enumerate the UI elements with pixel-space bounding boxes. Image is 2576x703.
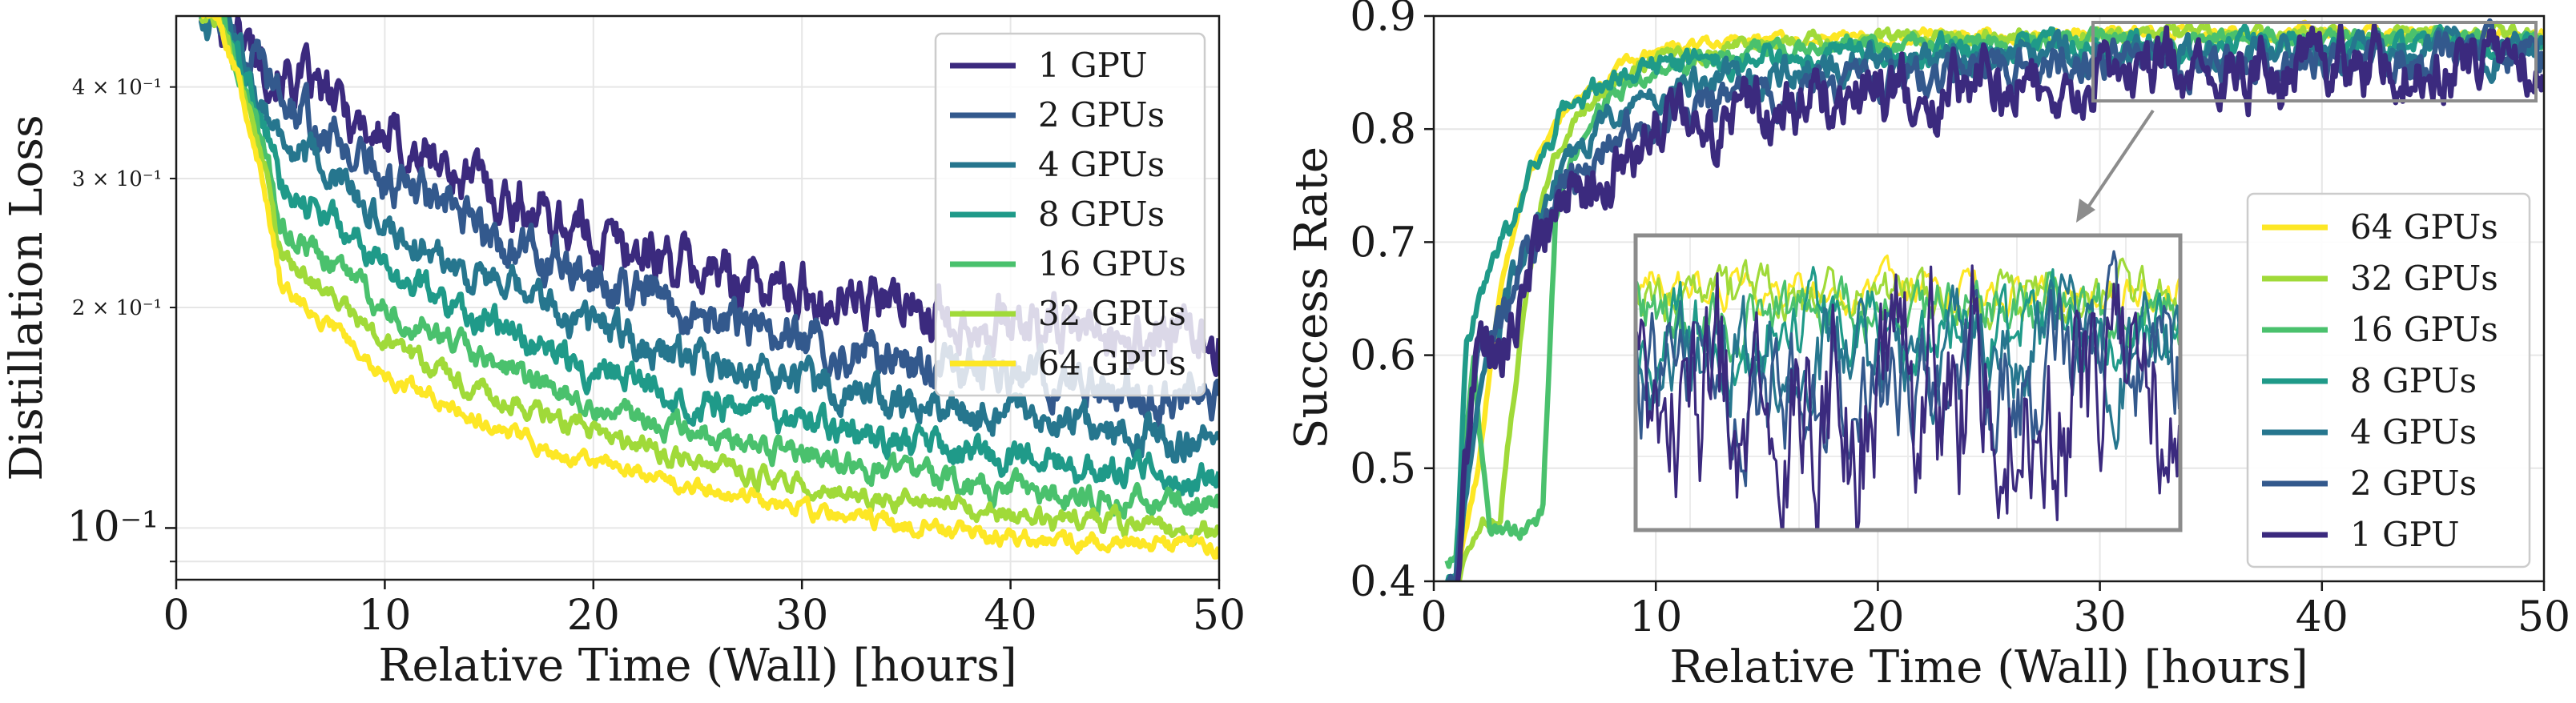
success-x-tick-label: 40 (2296, 593, 2349, 641)
loss-y-minor-tick-label: 4 × 10⁻¹ (72, 76, 162, 100)
loss-series-line-6 (199, 16, 1219, 546)
loss-legend-box (934, 32, 1206, 397)
success-legend-label: 8 GPUs (2350, 361, 2477, 400)
success-x-tick-label: 10 (1629, 593, 1682, 641)
success-x-tick-label: 0 (1420, 593, 1447, 641)
success-x-tick-label: 50 (2518, 593, 2570, 641)
loss-legend-label: 64 GPUs (1038, 343, 1186, 383)
zoom-arrow-shaft (2086, 109, 2155, 210)
success-y-tick-label: 0.9 (1350, 0, 1416, 41)
loss-legend[interactable]: 1 GPU 2 GPUs 4 GPUs 8 GPUs 16 GPUs 32 GPUs 64 … (934, 32, 1206, 397)
success-series-lines (1444, 18, 2544, 581)
success-legend-label: 1 GPU (2350, 515, 2460, 554)
loss-chart-panel: 0 10 20 30 40 50 10⁻¹ 2 × 10⁻¹ 3 × 10⁻¹ 4 × 10⁻¹… (1, 14, 1246, 692)
success-x-tick-label: 30 (2074, 593, 2127, 641)
inset-series-line-2 (1636, 257, 2180, 331)
success-x-ticks: 0 10 20 30 40 50 (1420, 581, 2570, 641)
loss-x-tick-label: 10 (358, 592, 411, 640)
success-y-tick-label: 0.6 (1350, 332, 1416, 380)
loss-legend-label: 2 GPUs (1038, 95, 1165, 135)
loss-legend-label: 16 GPUs (1038, 244, 1186, 283)
loss-x-ticks: 0 10 20 30 40 50 (163, 580, 1246, 640)
loss-series-line-3 (199, 16, 1219, 464)
inset-frame (1633, 233, 2183, 532)
inset-zoom-plot (1633, 233, 2183, 532)
loss-series-line-5 (199, 16, 1219, 520)
success-legend-label: 16 GPUs (2350, 310, 2498, 349)
success-legend-label: 2 GPUs (2350, 464, 2477, 503)
loss-series-line-4 (199, 16, 1219, 498)
loss-series-line-2 (198, 16, 1219, 428)
success-y-axis-title: Success Rate (1286, 147, 1338, 449)
loss-plot-frame (175, 14, 1221, 581)
success-y-tick-label: 0.5 (1350, 445, 1416, 493)
loss-x-tick-label: 40 (984, 592, 1037, 640)
success-plot-frame (1432, 14, 2546, 583)
loss-y-minor-tick-label: 2 × 10⁻¹ (72, 296, 162, 320)
success-x-axis-title: Relative Time (Wall) [hours] (1669, 641, 2308, 693)
loss-y-axis-title: Distillation Loss (1, 114, 53, 481)
loss-x-tick-label: 20 (567, 592, 620, 640)
zoom-arrow-head (2076, 199, 2095, 223)
loss-legend-label: 32 GPUs (1038, 294, 1186, 333)
loss-x-tick-label: 50 (1193, 592, 1246, 640)
loss-y-minor-tick-label: 3 × 10⁻¹ (72, 167, 162, 191)
success-series-line-7 (1455, 22, 2544, 581)
loss-y-tick-label: 10⁻¹ (67, 503, 159, 551)
loss-x-axis-title: Relative Time (Wall) [hours] (378, 640, 1016, 692)
loss-y-ticks: 10⁻¹ 2 × 10⁻¹ 3 × 10⁻¹ 4 × 10⁻¹ (67, 76, 176, 563)
success-y-tick-label: 0.7 (1350, 219, 1416, 267)
success-y-ticks: 0.4 0.5 0.6 0.7 0.8 0.9 (1350, 0, 1434, 606)
zoom-region-box (2091, 21, 2538, 102)
loss-x-tick-label: 30 (775, 592, 828, 640)
success-legend-label: 64 GPUs (2350, 207, 2498, 247)
success-y-tick-label: 0.8 (1350, 106, 1416, 154)
success-legend-label: 32 GPUs (2350, 259, 2498, 298)
success-legend[interactable]: 64 GPUs 32 GPUs 16 GPUs 8 GPUs 4 GPUs 2 GPUs 1… (2246, 192, 2531, 568)
inset-series-line-7 (1636, 264, 2180, 530)
success-legend-label: 4 GPUs (2350, 412, 2477, 452)
success-x-tick-label: 20 (1851, 593, 1904, 641)
success-chart-panel: 0 10 20 30 40 50 0.4 0.5 0.6 0.7 0.8 0.9 Relative … (1286, 0, 2570, 693)
loss-legend-label: 4 GPUs (1038, 145, 1165, 184)
loss-x-tick-label: 0 (163, 592, 189, 640)
success-legend-box (2246, 192, 2531, 568)
loss-legend-label: 8 GPUs (1038, 195, 1165, 234)
loss-legend-label: 1 GPU (1038, 46, 1148, 85)
loss-series-line-7 (199, 16, 1219, 560)
success-y-tick-label: 0.4 (1350, 558, 1416, 606)
